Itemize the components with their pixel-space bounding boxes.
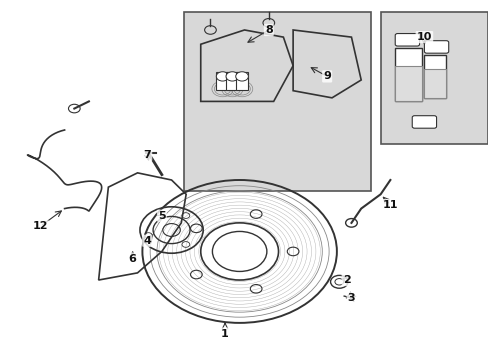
Bar (216, 72, 228, 90)
Text: 6: 6 (128, 253, 136, 264)
Text: 4: 4 (143, 236, 151, 246)
FancyBboxPatch shape (394, 33, 419, 46)
Text: 2: 2 (342, 275, 350, 285)
Text: 1: 1 (221, 329, 228, 339)
FancyBboxPatch shape (411, 116, 436, 128)
Bar (183, 12, 370, 191)
FancyBboxPatch shape (424, 41, 448, 53)
Circle shape (216, 72, 228, 81)
Text: 5: 5 (158, 211, 165, 221)
Text: 8: 8 (264, 25, 272, 35)
Bar (225, 72, 238, 90)
Text: 9: 9 (323, 71, 330, 81)
Bar (394, 48, 421, 102)
Circle shape (225, 72, 238, 81)
Bar (424, 69, 446, 98)
Text: 3: 3 (347, 293, 355, 303)
Text: 10: 10 (416, 32, 431, 42)
Circle shape (235, 72, 248, 81)
Text: 12: 12 (33, 221, 48, 231)
Bar (424, 55, 446, 98)
Text: 7: 7 (143, 150, 151, 160)
Bar (394, 66, 421, 102)
Bar (380, 12, 487, 144)
Bar (235, 72, 248, 90)
Text: 11: 11 (382, 200, 397, 210)
